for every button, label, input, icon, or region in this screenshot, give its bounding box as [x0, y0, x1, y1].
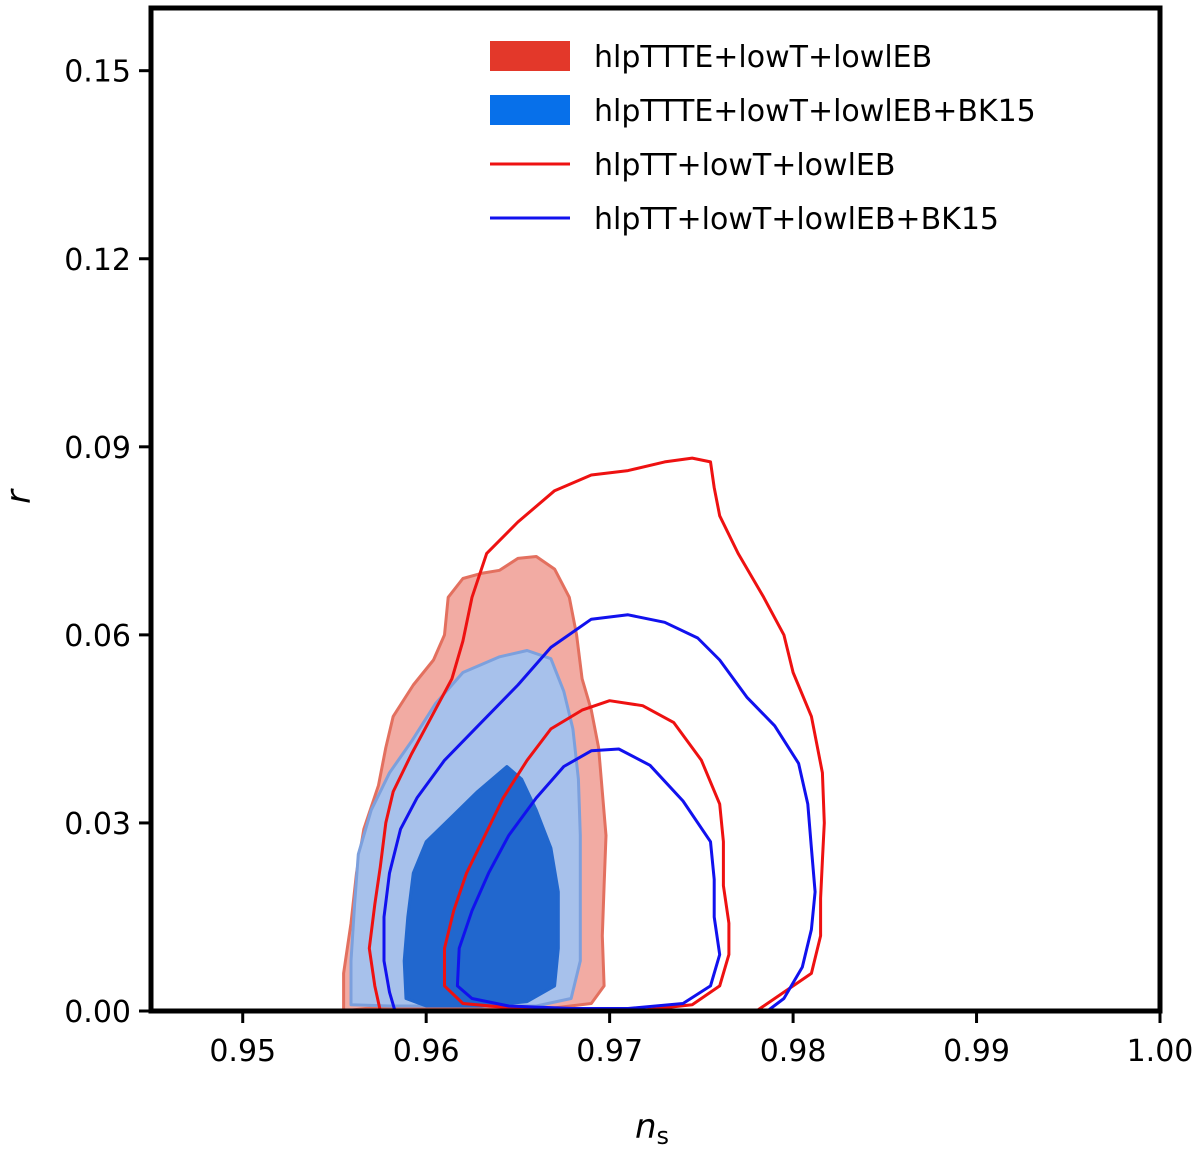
y-tick-label: 0.09 [64, 431, 131, 466]
legend-swatch [490, 95, 570, 125]
x-axis: 0.95 0.96 0.97 0.98 0.99 1.00 [209, 1011, 1193, 1069]
y-tick-label: 0.03 [64, 807, 131, 842]
x-tick-label: 0.96 [393, 1034, 460, 1069]
legend-label: hlpTTTE+lowT+lowlEB [594, 40, 932, 75]
legend-entry: hlpTT+lowT+lowlEB [490, 148, 895, 183]
contour-layer [342, 456, 826, 1011]
legend: hlpTTTE+lowT+lowlEB hlpTTTE+lowT+lowlEB+B… [490, 40, 1036, 237]
legend-label: hlpTTTE+lowT+lowlEB+BK15 [594, 94, 1036, 129]
legend-label: hlpTT+lowT+lowlEB [594, 148, 895, 183]
legend-label: hlpTT+lowT+lowlEB+BK15 [594, 202, 999, 237]
legend-entry: hlpTTTE+lowT+lowlEB+BK15 [490, 94, 1036, 129]
y-tick-label: 0.15 [64, 55, 131, 90]
y-tick-label: 0.06 [64, 619, 131, 654]
legend-entry: hlpTTTE+lowT+lowlEB [490, 40, 932, 75]
legend-entry: hlpTT+lowT+lowlEB+BK15 [490, 202, 999, 237]
legend-swatch [490, 41, 570, 71]
y-tick-label: 0.00 [64, 995, 131, 1030]
x-axis-title: ns [635, 1107, 669, 1149]
y-tick-label: 0.12 [64, 243, 131, 278]
y-axis-title: r [0, 488, 39, 504]
x-tick-label: 0.99 [943, 1034, 1010, 1069]
x-axis-title-subscript: s [657, 1122, 670, 1149]
x-tick-label: 0.98 [760, 1034, 827, 1069]
x-axis-title-main: n [635, 1107, 657, 1147]
y-axis: 0.00 0.03 0.06 0.09 0.12 0.15 [64, 55, 151, 1030]
series-3-contour-95 [367, 456, 826, 1011]
x-tick-label: 1.00 [1127, 1034, 1194, 1069]
x-tick-label: 0.95 [209, 1034, 276, 1069]
series-4-contour-95 [382, 613, 817, 1011]
x-tick-label: 0.97 [576, 1034, 643, 1069]
axes-frame [148, 5, 1163, 1014]
